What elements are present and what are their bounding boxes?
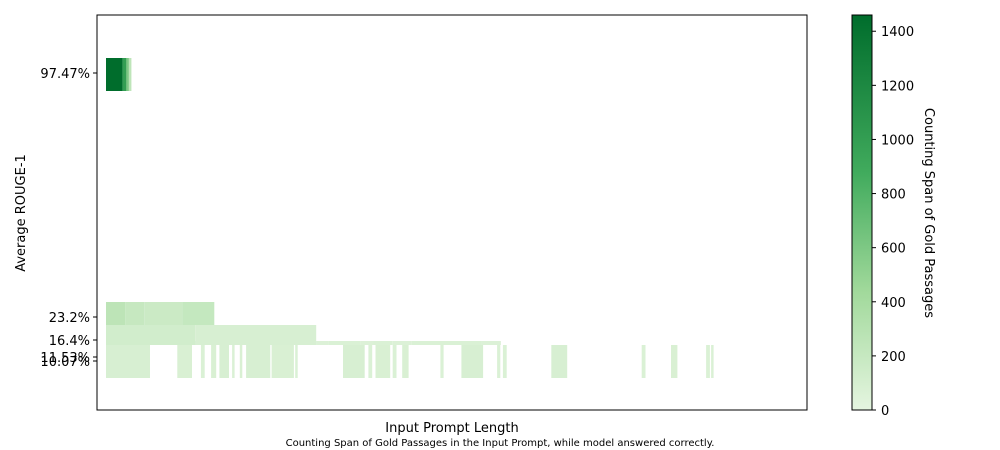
colorbar-tick-label: 1400 bbox=[881, 25, 914, 40]
colorbar-tick-label: 0 bbox=[881, 404, 889, 419]
heatmap-cell bbox=[481, 341, 501, 345]
heatmap-cell bbox=[125, 302, 145, 325]
heatmap-cell bbox=[200, 345, 205, 378]
colorbar bbox=[851, 14, 873, 411]
heatmap-cell bbox=[219, 345, 229, 378]
heatmap-cell bbox=[128, 58, 132, 91]
heatmap-cell bbox=[440, 345, 444, 378]
colorbar-tick-label: 1000 bbox=[881, 133, 914, 148]
colorbar-tick-label: 400 bbox=[881, 296, 906, 311]
heatmap-cell bbox=[182, 302, 215, 325]
heatmap-cell bbox=[211, 345, 217, 378]
heatmap-cell bbox=[295, 345, 298, 378]
heatmap-cell bbox=[316, 341, 329, 345]
y-axis-title: Average ROUGE-1 bbox=[14, 154, 29, 272]
heatmap-cell bbox=[375, 345, 391, 378]
heatmap-cell bbox=[502, 345, 507, 378]
heatmap-cell bbox=[671, 345, 678, 378]
heatmap-cell bbox=[122, 58, 127, 91]
heatmap-cell bbox=[392, 341, 412, 345]
heatmap-cell bbox=[411, 341, 482, 345]
y-tick-label: 97.47% bbox=[40, 67, 90, 82]
heatmap-cell bbox=[177, 345, 192, 378]
heatmap-cell bbox=[551, 345, 568, 378]
heatmap-cell bbox=[232, 345, 235, 378]
x-axis-title: Input Prompt Length bbox=[385, 421, 518, 436]
heatmap-cell bbox=[360, 341, 374, 345]
heatmap-cell bbox=[106, 302, 126, 325]
colorbar-ticks: 0 200 400 600 800 1000 1200 1400 bbox=[872, 25, 914, 419]
y-axis-ticks: 97.47% 23.2% 16.4% 11.53%10.07% bbox=[40, 67, 97, 370]
colorbar-title: Counting Span of Gold Passages bbox=[921, 108, 936, 318]
heatmap-cell bbox=[497, 345, 501, 378]
heatmap-cells bbox=[106, 58, 714, 378]
y-tick-label: 23.2% bbox=[49, 311, 90, 326]
heatmap-cell bbox=[271, 345, 294, 378]
y-tick-label: 11.53% bbox=[40, 351, 90, 366]
heatmap-cell bbox=[461, 345, 484, 378]
heatmap-cell bbox=[239, 345, 243, 378]
heatmap-cell bbox=[368, 345, 373, 378]
heatmap-cell bbox=[106, 58, 123, 91]
heatmap-cell bbox=[106, 325, 196, 345]
colorbar-tick-label: 200 bbox=[881, 350, 906, 365]
heatmap-cell bbox=[402, 345, 409, 378]
heatmap-cell bbox=[641, 345, 646, 378]
colorbar-tick-label: 1200 bbox=[881, 79, 914, 94]
heatmap-cell bbox=[711, 345, 714, 378]
heatmap-cell bbox=[144, 302, 183, 325]
colorbar-tick-label: 800 bbox=[881, 188, 906, 203]
heatmap-cell bbox=[706, 345, 710, 378]
heatmap-cell bbox=[195, 325, 317, 345]
heatmap-cell bbox=[392, 345, 397, 378]
colorbar-tick-label: 600 bbox=[881, 242, 906, 257]
y-tick-label: 10.07% bbox=[40, 355, 90, 370]
y-tick-label: 16.4% bbox=[49, 334, 90, 349]
heatmap-cell bbox=[343, 345, 365, 378]
heatmap-cell bbox=[246, 345, 271, 378]
plot-frame bbox=[96, 14, 808, 411]
heatmap-cell bbox=[126, 58, 129, 91]
heatmap-cell bbox=[373, 341, 393, 345]
heatmap-cell bbox=[106, 345, 150, 378]
heatmap-cell bbox=[328, 341, 361, 345]
chart-caption: Counting Span of Gold Passages in the In… bbox=[286, 438, 715, 449]
